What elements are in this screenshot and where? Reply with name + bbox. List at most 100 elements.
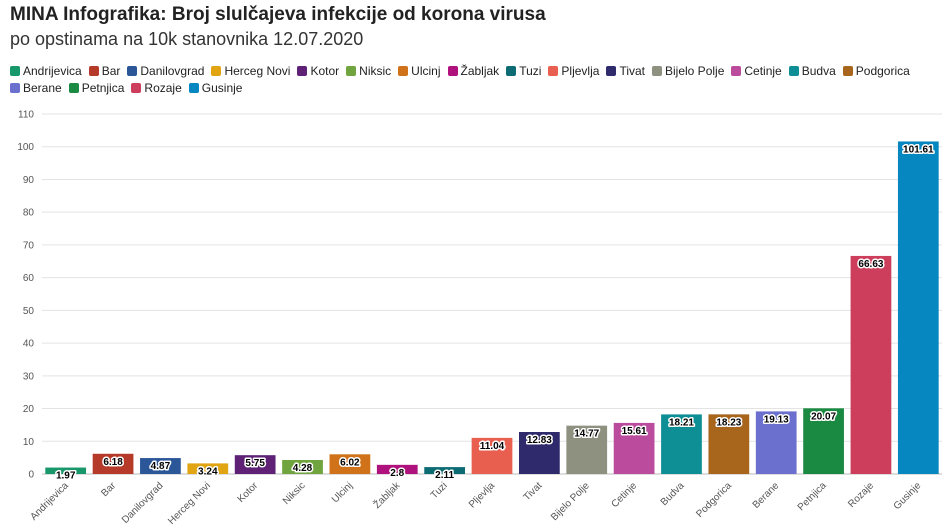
y-tick-label: 40 [23, 339, 35, 350]
legend-item[interactable]: Žabljak [447, 63, 500, 79]
legend-swatch [606, 66, 617, 76]
bar-value-label: 20.07 [811, 411, 836, 422]
bar[interactable] [566, 425, 608, 474]
y-tick-label: 0 [28, 470, 34, 481]
x-tick-label: Berane [751, 480, 782, 511]
bar-value-label-halo: 6.18 [103, 457, 123, 468]
x-tick-label: Bijelo Polje [549, 480, 592, 523]
legend-swatch [788, 66, 799, 76]
bar-value-label: 101.61 [903, 144, 934, 155]
legend-item[interactable]: Ulcinj [398, 63, 441, 79]
bar[interactable] [282, 459, 323, 474]
legend-item[interactable]: Andrijevica [10, 63, 82, 79]
legend-label: Herceg Novi [224, 64, 291, 78]
bar[interactable] [661, 414, 702, 474]
y-tick-label: 50 [23, 306, 35, 317]
x-tick-label: Gusinje [892, 480, 924, 512]
legend-label: Cetinje [744, 64, 782, 78]
bar-value-label: 18.23 [716, 417, 741, 428]
bar[interactable] [424, 467, 465, 474]
bar-value-label-halo: 18.21 [669, 417, 694, 428]
bar[interactable] [519, 432, 560, 474]
bar[interactable] [140, 458, 181, 474]
legend-item[interactable]: Berane [10, 80, 62, 96]
bar-value-label-halo: 2.8 [390, 468, 404, 479]
bar-value-label-halo: 4.87 [151, 461, 171, 472]
legend-label: Rozaje [144, 81, 182, 95]
legend-swatch [346, 66, 357, 76]
legend-label: Tivat [619, 64, 645, 78]
bar-value-label-halo: 6.02 [340, 457, 360, 468]
bar-value-label-halo: 5.75 [245, 458, 265, 469]
legend-swatch [447, 66, 458, 76]
bar[interactable] [803, 408, 844, 474]
legend-swatch [398, 66, 409, 76]
bar-value-label: 4.28 [293, 463, 313, 474]
bar[interactable] [613, 422, 655, 474]
y-axis: 0 10 20 30 40 50 60 70 80 90 100 110 [17, 110, 34, 481]
bar[interactable] [45, 467, 87, 474]
bar[interactable] [376, 464, 418, 474]
bar-value-label: 2.11 [435, 470, 454, 481]
y-tick-label: 90 [23, 175, 35, 186]
bar[interactable] [329, 454, 371, 474]
bar-value-label-halo: 2.11 [435, 470, 454, 481]
bar[interactable] [187, 463, 229, 474]
legend-swatch [127, 66, 138, 76]
legend-item[interactable]: Kotor [297, 63, 339, 79]
y-tick-label: 80 [23, 208, 35, 219]
x-tick-label: Tuzi [429, 480, 450, 501]
x-tick-label: Cetinje [609, 480, 639, 510]
legend-item[interactable]: Bijelo Polje [652, 63, 724, 79]
bar[interactable] [755, 411, 797, 474]
legend-label: Kotor [310, 64, 340, 78]
x-tick-label: Žabljak [370, 478, 403, 511]
legend-item[interactable]: Tivat [606, 63, 645, 79]
legend-item[interactable]: Gusinje [188, 80, 242, 96]
legend-item[interactable]: Podgorica [842, 63, 910, 79]
bar-value-label-halo: 1.97 [56, 471, 76, 482]
bar-value-label: 6.02 [340, 457, 360, 468]
legend-label: Ulcinj [411, 64, 441, 78]
legend-item[interactable]: Pljevlja [548, 63, 599, 79]
bar-value-label-halo: 20.07 [811, 411, 836, 422]
legend-item[interactable]: Niksic [346, 63, 391, 79]
legend-label: Podgorica [855, 64, 910, 78]
x-tick-label: Bar [99, 480, 118, 499]
legend-item[interactable]: Petnjica [68, 80, 125, 96]
bar-value-labels: 1.971.976.186.18 4.874.87 3.243.245.755.75… [54, 143, 935, 483]
bar-value-label: 3.24 [198, 466, 218, 477]
legend-label: Žabljak [460, 64, 500, 78]
bar[interactable] [471, 437, 513, 474]
bar[interactable] [92, 453, 134, 474]
bar-value-label-halo: 15.61 [622, 426, 647, 437]
bar-value-label: 6.18 [103, 457, 123, 468]
bar-value-label-halo: 18.23 [716, 417, 741, 428]
legend-item[interactable]: Danilovgrad [127, 63, 204, 79]
legend-swatch [652, 66, 662, 76]
legend-swatch [68, 83, 79, 93]
bar-value-label-halo: 19.13 [764, 414, 789, 425]
x-tick-label: Podgorica [694, 480, 734, 520]
legend-item[interactable]: Budva [788, 63, 836, 79]
bar[interactable] [708, 414, 750, 474]
y-tick-label: 20 [23, 404, 35, 415]
x-tick-label: Herceg Novi [166, 480, 213, 527]
bar[interactable] [850, 255, 892, 474]
legend-item[interactable]: Rozaje [131, 80, 182, 96]
y-tick-label: 70 [23, 240, 35, 251]
bar[interactable] [897, 141, 939, 474]
bar-value-label-halo: 3.24 [198, 466, 218, 477]
legend-item[interactable]: Herceg Novi [211, 63, 290, 79]
bar-value-label: 4.87 [151, 461, 171, 472]
legend-item[interactable]: Tuzi [506, 63, 541, 79]
legend: Andrijevica Bar Danilovgrad Herceg Novi Koto… [10, 63, 945, 97]
legend-item[interactable]: Cetinje [731, 63, 782, 79]
legend-label: Petnjica [81, 81, 125, 95]
y-tick-label: 10 [23, 437, 35, 448]
bar-value-label: 15.61 [622, 426, 647, 437]
legend-item[interactable]: Bar [88, 63, 120, 79]
bar-value-label-halo: 101.61 [903, 144, 934, 155]
bar[interactable] [234, 455, 276, 474]
